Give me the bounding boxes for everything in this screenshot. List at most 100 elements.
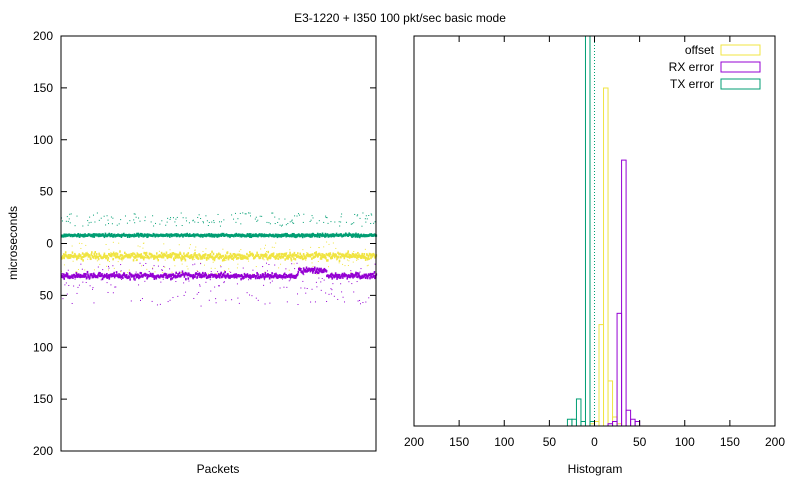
scatter-point [134, 256, 136, 260]
scatter-point [268, 256, 271, 259]
scatter-outlier [374, 271, 376, 273]
scatter-point [106, 272, 108, 276]
scatter-outlier [185, 291, 187, 293]
scatter-point [234, 255, 236, 258]
scatter-outlier [142, 247, 144, 249]
scatter-outlier [239, 212, 241, 214]
scatter-point [308, 233, 311, 236]
scatter-outlier [71, 245, 73, 247]
scatter-outlier [88, 222, 90, 224]
scatter-point [152, 272, 154, 276]
scatter-outlier [116, 224, 118, 226]
scatter-point [65, 254, 68, 257]
scatter-point [169, 273, 172, 277]
scatter-point [293, 257, 295, 260]
scatter-outlier [326, 217, 328, 219]
scatter-outlier [331, 289, 333, 291]
scatter-point [72, 254, 75, 257]
scatter-point [146, 256, 148, 259]
scatter-outlier [236, 267, 238, 269]
scatter-outlier [357, 300, 359, 302]
scatter-outlier [325, 216, 327, 218]
scatter-outlier [74, 225, 76, 227]
scatter-point [274, 256, 276, 259]
scatter-point [146, 233, 149, 236]
scatter-point [334, 272, 337, 275]
scatter-point [241, 254, 243, 257]
scatter-point [94, 250, 97, 254]
scatter-outlier [217, 213, 219, 215]
scatter-outlier [214, 267, 216, 269]
scatter-point [358, 274, 361, 278]
scatter-point [374, 276, 376, 280]
scatter-outlier [296, 215, 298, 217]
scatter-point [322, 270, 324, 274]
scatter-point [311, 235, 314, 238]
scatter-point [274, 257, 277, 260]
scatter-point [91, 251, 93, 254]
scatter-point [299, 268, 302, 272]
scatter-outlier [354, 213, 356, 215]
legend-swatch [720, 61, 761, 73]
scatter-point [137, 255, 139, 258]
scatter-point [362, 275, 365, 279]
scatter-point [242, 277, 244, 280]
scatter-point [187, 272, 190, 275]
scatter-outlier [181, 263, 183, 265]
scatter-point [329, 273, 332, 276]
scatter-point [241, 257, 244, 260]
scatter-outlier [233, 259, 235, 261]
scatter-outlier [215, 273, 217, 275]
scatter-outlier [105, 244, 107, 246]
scatter-point [207, 257, 210, 260]
scatter-point [205, 234, 208, 238]
scatter-outlier [214, 286, 216, 288]
scatter-outlier [124, 272, 125, 274]
scatter-point [77, 273, 80, 276]
scatter-outlier [273, 252, 275, 254]
scatter-outlier [326, 270, 328, 272]
scatter-point [71, 275, 74, 278]
scatter-point [168, 273, 170, 277]
scatter-point [152, 255, 155, 258]
scatter-point [346, 255, 349, 258]
scatter-point [328, 254, 331, 257]
scatter-point [333, 255, 336, 259]
scatter-point [75, 272, 78, 275]
scatter-point [175, 233, 177, 236]
scatter-point [345, 274, 348, 277]
scatter-outlier [110, 216, 112, 218]
scatter-point [176, 234, 178, 238]
scatter-point [309, 255, 312, 258]
scatter-point [292, 253, 295, 256]
scatter-point [289, 254, 292, 257]
scatter-point [172, 257, 175, 260]
scatter-outlier [357, 258, 359, 260]
scatter-point [323, 254, 326, 257]
scatter-point [347, 255, 350, 258]
scatter-point [186, 272, 188, 275]
scatter-point [96, 275, 99, 279]
scatter-point [77, 232, 80, 236]
scatter-point [344, 255, 346, 258]
scatter-point [351, 273, 354, 276]
scatter-point [240, 233, 242, 237]
scatter-point [182, 235, 184, 238]
scatter-point [68, 276, 71, 280]
scatter-outlier [202, 221, 204, 223]
scatter-point [330, 256, 333, 260]
scatter-outlier [92, 214, 94, 216]
scatter-point [67, 253, 70, 257]
scatter-outlier [320, 281, 322, 283]
scatter-point [287, 256, 290, 259]
scatter-point [246, 233, 249, 236]
scatter-point [115, 255, 118, 259]
scatter-point [72, 276, 74, 279]
scatter-outlier [138, 284, 140, 286]
scatter-point [296, 235, 298, 238]
scatter-point [103, 275, 105, 279]
scatter-outlier [265, 262, 267, 264]
scatter-point [356, 235, 359, 238]
scatter-point [128, 271, 131, 275]
scatter-outlier [210, 271, 212, 273]
